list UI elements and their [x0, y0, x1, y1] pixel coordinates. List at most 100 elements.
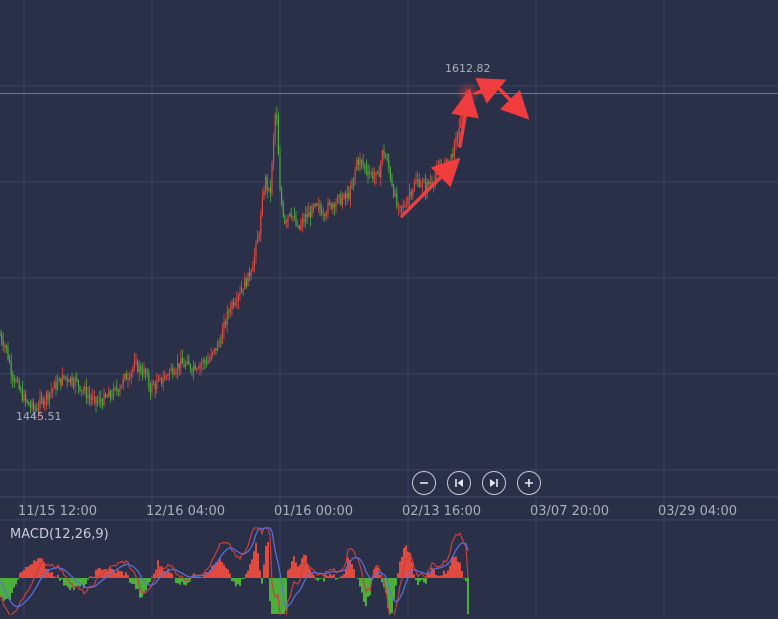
candle-body [271, 163, 272, 193]
current-price-line [0, 82, 778, 106]
macd-histogram-bar [125, 572, 127, 578]
candle-body [315, 204, 316, 207]
candle-body [95, 397, 96, 404]
candle-body [33, 402, 34, 408]
candle-body [219, 342, 220, 343]
macd-histogram-bar [61, 578, 63, 579]
candle-body [153, 384, 154, 385]
macd-histogram-bar [453, 557, 455, 578]
jump-start-button[interactable] [447, 471, 471, 495]
candle-body [379, 173, 380, 177]
macd-histogram-bar [333, 574, 335, 578]
candle-body [423, 182, 424, 183]
macd-histogram-bar [269, 578, 271, 601]
candle-body [350, 187, 351, 199]
x-tick-label: 12/16 04:00 [146, 504, 225, 519]
candle-body [419, 179, 420, 187]
candle-body [174, 373, 175, 374]
zoom-in-button[interactable] [517, 471, 541, 495]
x-tick-label: 11/15 12:00 [18, 504, 97, 519]
macd-histogram-bar [247, 571, 249, 579]
candle-body [247, 273, 248, 286]
candle-body [20, 389, 21, 390]
macd-histogram-bar [25, 567, 27, 578]
x-tick-label: 03/07 20:00 [530, 504, 609, 519]
macd-histogram-bar [417, 578, 419, 585]
macd-histogram-bar [119, 571, 121, 578]
candle-body [177, 363, 178, 371]
skip-start-icon [453, 477, 465, 489]
candle-body [342, 199, 343, 205]
candle-body [54, 382, 55, 389]
macd-histogram-bar [23, 570, 25, 578]
macd-histogram-bar [295, 563, 297, 579]
x-tick-label: 03/29 04:00 [658, 504, 737, 519]
candle-body [151, 384, 152, 392]
macd-histogram-bar [177, 578, 179, 583]
candle-body [91, 397, 92, 399]
candle-body [372, 172, 373, 179]
candle-body [180, 358, 181, 368]
candle-body [321, 210, 322, 215]
candle-body [396, 193, 397, 206]
candle-body [399, 206, 400, 207]
candle-body [409, 192, 410, 198]
candle-body [334, 204, 335, 207]
candle-body [81, 390, 82, 391]
candle-body [268, 188, 269, 190]
macd-histogram-bar [335, 578, 337, 580]
candle-body [220, 342, 221, 343]
candle-body [103, 394, 104, 405]
macd-histogram-bar [127, 575, 129, 578]
candle-body [339, 195, 340, 196]
macd-histogram-bar [343, 574, 345, 578]
candle-body [395, 193, 396, 196]
macd-histogram-bar [65, 578, 67, 586]
candle-body [451, 154, 452, 160]
macd-histogram-bar [195, 577, 197, 578]
candle-body [231, 302, 232, 310]
candle-body [457, 137, 458, 138]
macd-histogram-bar [431, 568, 433, 578]
candle-body [123, 378, 124, 385]
candle-body [356, 160, 357, 170]
candle-body [11, 362, 12, 374]
macd-histogram-bar [91, 577, 93, 578]
candle-body [265, 177, 266, 191]
jump-end-button[interactable] [482, 471, 506, 495]
macd-histogram-bar [153, 574, 155, 578]
macd-histogram-bar [85, 578, 87, 584]
macd-histogram-bar [359, 578, 361, 587]
price-labels: 1445.51 1612.82 [16, 62, 491, 423]
candle-body [222, 330, 223, 343]
candle-body [358, 160, 359, 165]
candle-body [105, 394, 106, 397]
candle-body [31, 402, 32, 407]
candle-body [169, 371, 170, 376]
candle-body [134, 362, 135, 369]
macd-histogram-bar [87, 578, 89, 579]
macd-histogram-bar [259, 570, 261, 578]
macd-histogram-bar [131, 578, 133, 584]
macd-histogram-bar [0, 578, 1, 597]
macd-histogram-bar [175, 578, 177, 583]
candle-body [254, 255, 255, 266]
macd-histogram-bar [117, 570, 119, 578]
candle-body [276, 115, 277, 118]
macd-histogram-bar [95, 570, 97, 578]
candle-body [182, 358, 183, 363]
candle-body [76, 378, 77, 380]
candle-body [9, 360, 10, 363]
macd-histogram-bar [5, 578, 7, 599]
candle-body [65, 377, 66, 378]
macd-histogram-bar [313, 575, 315, 578]
candle-body [243, 289, 244, 290]
candle-body [73, 384, 74, 386]
candle-body [28, 402, 29, 406]
macd-histogram-bar [439, 576, 441, 578]
candle-body [139, 366, 140, 372]
candle-body [158, 379, 159, 381]
zoom-out-button[interactable] [412, 471, 436, 495]
